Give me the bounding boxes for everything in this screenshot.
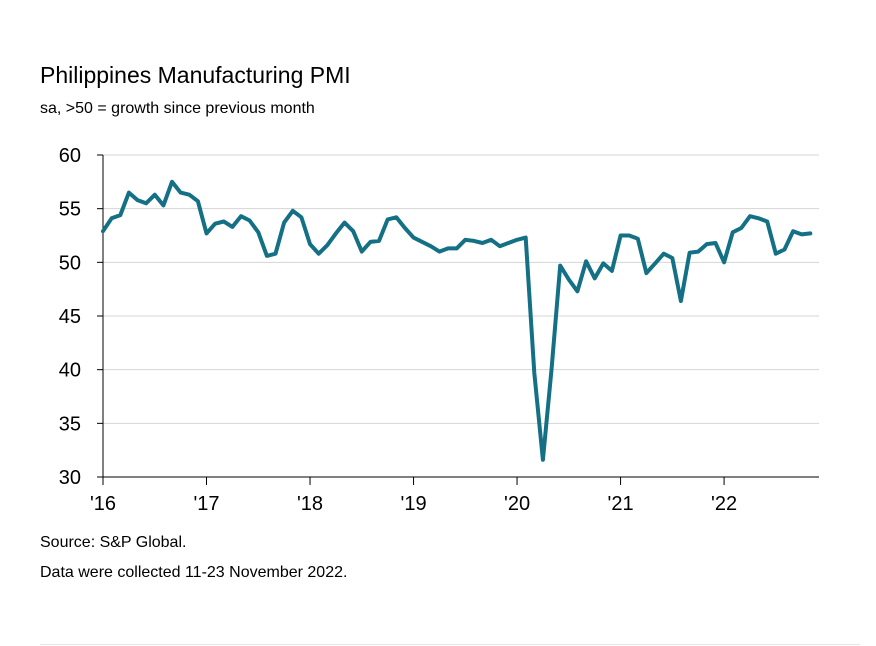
y-tick-label-45: 45 (59, 306, 81, 328)
chart-subtitle: sa, >50 = growth since previous month (40, 100, 315, 117)
y-tick-label-35: 35 (59, 413, 81, 435)
y-tick-label-60: 60 (59, 145, 81, 167)
x-tick-labels: '16 '17 '18 '19 '20 '21 '22 (90, 493, 737, 515)
pmi-line-chart: 60 55 50 45 40 35 30 '16 '17 '18 '19 '20 '21 '22 (59, 145, 819, 515)
x-tick-label-2019: '19 (401, 493, 427, 515)
x-tick-label-2022: '22 (711, 493, 737, 515)
y-tick-labels: 60 55 50 45 40 35 30 (59, 145, 81, 489)
chart-title: Philippines Manufacturing PMI (40, 62, 351, 88)
x-tick-label-2021: '21 (608, 493, 634, 515)
x-tick-label-2017: '17 (193, 493, 219, 515)
collection-note: Data were collected 11-23 November 2022. (40, 564, 348, 581)
bottom-divider (40, 644, 860, 645)
x-tick-label-2016: '16 (90, 493, 116, 515)
y-tick-label-50: 50 (59, 252, 81, 274)
x-tick-label-2020: '20 (504, 493, 530, 515)
source-note: Source: S&P Global. (40, 534, 187, 551)
y-tick-label-55: 55 (59, 199, 81, 221)
series (101, 179, 813, 462)
axes (97, 154, 819, 485)
pmi-series-line (101, 179, 813, 462)
x-tick-label-2018: '18 (297, 493, 323, 515)
gridlines (103, 154, 819, 424)
y-tick-label-40: 40 (59, 360, 81, 382)
y-tick-label-30: 30 (59, 467, 81, 489)
